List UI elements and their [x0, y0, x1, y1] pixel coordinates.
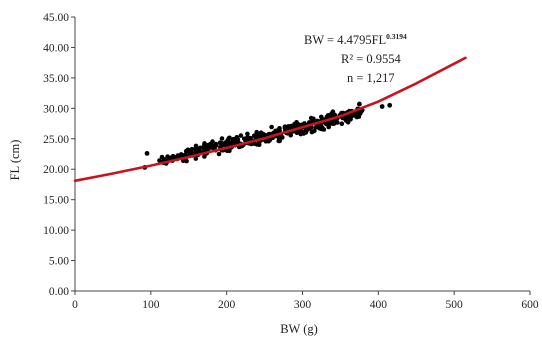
x-tick-label: 500: [446, 299, 464, 311]
data-point: [210, 144, 215, 149]
data-point: [282, 124, 288, 129]
y-tick-label: 45.00: [43, 12, 69, 24]
data-point: [301, 131, 306, 136]
x-axis-label: BW (g): [280, 322, 318, 336]
equation-exponent: 0.3194: [386, 32, 407, 41]
equation-text: BW = 4.4795FL0.3194: [304, 32, 407, 47]
data-point: [312, 128, 317, 134]
data-point: [329, 121, 335, 126]
data-point: [313, 125, 318, 130]
y-tick-label: 5.00: [49, 256, 69, 268]
data-point: [187, 149, 192, 155]
y-tick-label: 20.00: [43, 164, 69, 176]
x-tick-label: 200: [218, 299, 236, 311]
data-point: [269, 124, 274, 130]
x-tick-label: 0: [72, 299, 78, 311]
data-point: [216, 151, 222, 157]
y-tick-label: 25.00: [43, 134, 69, 146]
data-point: [356, 101, 362, 107]
data-points: [142, 101, 393, 170]
data-point: [354, 114, 360, 120]
y-tick-label: 0.00: [49, 286, 69, 298]
y-axis-label: FL (cm): [8, 140, 22, 181]
sample-size-text: n = 1,217: [347, 71, 395, 85]
data-point: [144, 150, 150, 156]
data-point: [279, 135, 285, 140]
data-point: [321, 127, 327, 132]
tick-labels: 0.00 5.00 10.00 15.00 20.00 25.00 30.00 35.00 40…: [43, 12, 539, 311]
y-tick-label: 10.00: [43, 225, 69, 237]
data-point: [224, 141, 230, 146]
y-tick-label: 35.00: [43, 73, 69, 85]
equation-main: BW = 4.4795FL: [304, 33, 386, 47]
data-point: [387, 102, 393, 108]
data-point: [254, 129, 259, 135]
data-point: [226, 136, 231, 141]
data-point: [202, 141, 207, 146]
data-point: [219, 136, 225, 141]
data-point: [256, 142, 262, 147]
y-tick-label: 15.00: [43, 195, 69, 207]
data-point: [258, 132, 264, 137]
data-point: [330, 109, 336, 114]
y-tick-label: 30.00: [43, 103, 69, 115]
data-point: [277, 138, 283, 144]
data-point: [245, 131, 250, 137]
data-point: [193, 156, 199, 161]
data-point: [159, 154, 165, 160]
data-point: [339, 121, 345, 126]
data-point: [228, 140, 233, 146]
regression-annotation: BW = 4.4795FL0.3194 R² = 0.9554 n = 1,21…: [304, 32, 407, 85]
fit-line-group: [73, 56, 467, 183]
data-point: [295, 122, 301, 127]
fit-line: [73, 56, 467, 183]
data-point: [157, 158, 162, 163]
data-point: [238, 133, 244, 138]
x-tick-label: 300: [294, 299, 312, 311]
r-squared-text: R² = 0.9554: [341, 52, 402, 66]
data-point: [170, 155, 176, 160]
x-tick-label: 400: [370, 299, 388, 311]
data-point: [289, 124, 294, 129]
data-point: [310, 116, 316, 122]
data-point: [198, 145, 203, 151]
x-tick-label: 600: [521, 299, 539, 311]
y-tick-label: 40.00: [43, 42, 69, 54]
data-point: [318, 123, 324, 128]
axes: [71, 16, 531, 295]
data-point: [251, 133, 257, 138]
x-tick-label: 100: [142, 299, 160, 311]
data-point: [379, 104, 385, 109]
data-point: [202, 154, 207, 159]
data-point: [182, 152, 188, 158]
data-point: [217, 140, 223, 145]
